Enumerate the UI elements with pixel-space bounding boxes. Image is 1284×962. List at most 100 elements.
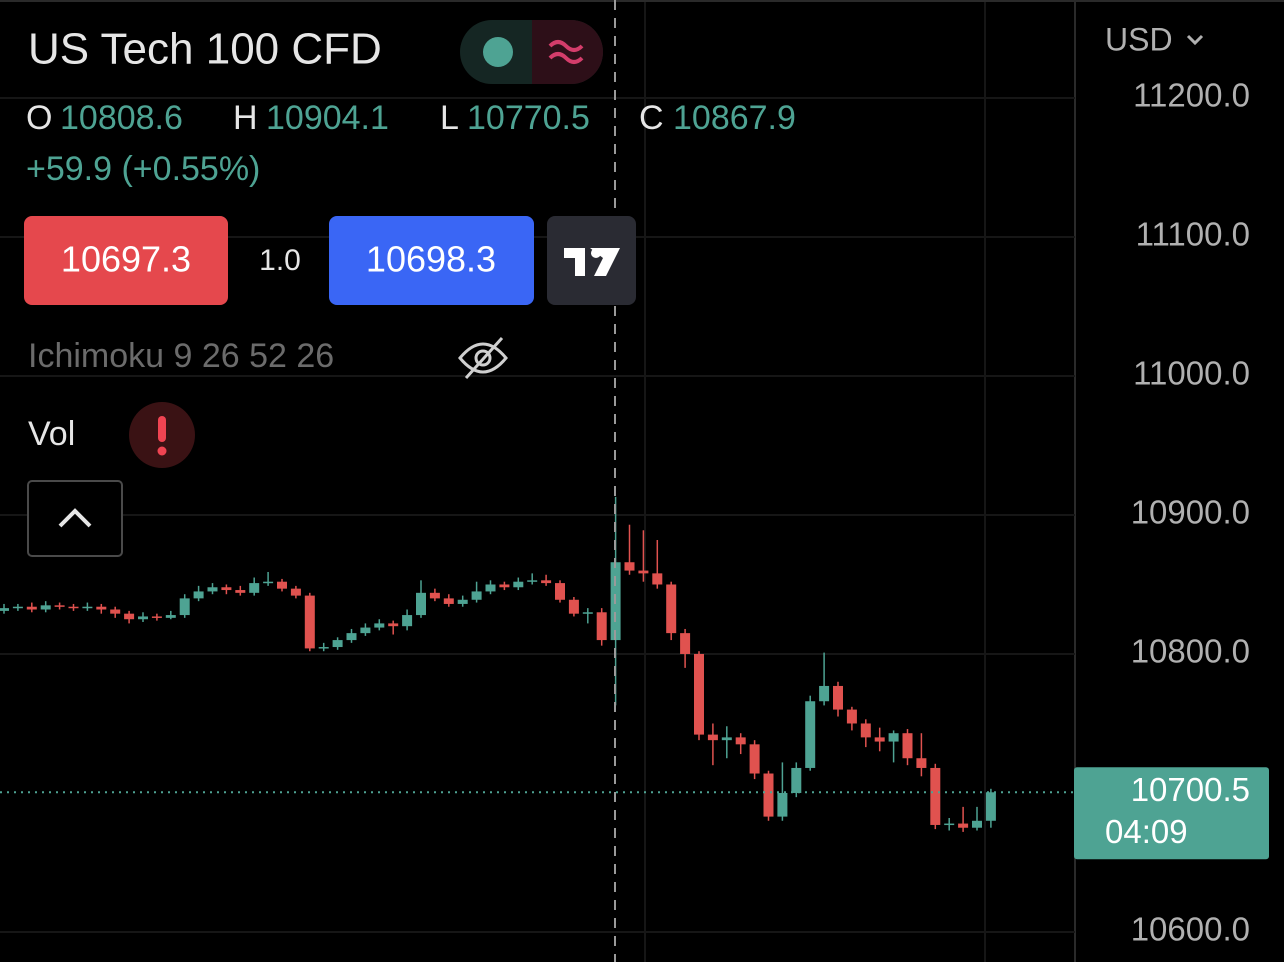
status-pill[interactable] <box>460 20 603 84</box>
candle-body <box>318 647 329 649</box>
candle-body <box>82 606 93 609</box>
candle-body <box>443 598 454 604</box>
y-tick-label: 10800.0 <box>1131 633 1250 670</box>
candle-body <box>12 606 23 609</box>
candle-body <box>360 627 371 634</box>
change: +59.9 (+0.55%) <box>26 150 260 188</box>
candle-body <box>416 592 426 616</box>
candle-body <box>652 573 663 585</box>
candle-body <box>193 591 204 599</box>
candle-body <box>235 590 246 593</box>
candle-body <box>582 612 593 614</box>
ohlc-label: O <box>26 99 52 137</box>
logo-bg <box>547 216 636 305</box>
buy-price: 10698.3 <box>366 239 496 280</box>
candle-body <box>457 599 468 604</box>
candle-body <box>972 820 982 828</box>
y-tick-label: 10900.0 <box>1131 494 1250 531</box>
candle-body <box>833 685 843 710</box>
candle-body <box>638 570 649 574</box>
candle-body <box>304 595 315 649</box>
candle-body <box>555 583 565 600</box>
ohlc-value: 10904.1 <box>266 99 389 137</box>
hide-toggle[interactable] <box>458 336 508 380</box>
volume-warning[interactable] <box>129 402 195 468</box>
candle-body <box>568 599 579 614</box>
ohlc-value: 10770.5 <box>467 99 590 137</box>
candle-body <box>874 737 885 742</box>
sell-button[interactable]: 10697.3 <box>24 216 228 305</box>
candle-body <box>902 733 913 759</box>
y-tick-label: 11200.0 <box>1133 77 1250 114</box>
candle-body <box>694 653 704 735</box>
candle-body <box>263 581 274 584</box>
candle-body <box>749 744 760 774</box>
candle-body <box>277 581 287 589</box>
candle-body <box>249 583 260 593</box>
candle-body <box>763 773 774 817</box>
candle-body <box>151 616 162 618</box>
pill-right <box>532 20 603 84</box>
currency-selector[interactable]: USD <box>1105 21 1204 57</box>
candle-body <box>110 609 121 614</box>
candle-body <box>96 606 107 610</box>
candle-body <box>860 723 871 738</box>
collapse-bg <box>27 480 123 557</box>
candle-body <box>388 623 399 627</box>
candle-body <box>541 580 552 584</box>
spread: 1.0 <box>259 244 301 277</box>
candle-body <box>332 640 343 648</box>
collapse-button[interactable] <box>27 480 123 557</box>
candle-body <box>513 581 524 588</box>
logo-dot <box>591 248 601 258</box>
logo <box>564 248 620 276</box>
symbol-title: US Tech 100 CFD <box>28 25 382 74</box>
currency-caret <box>1186 34 1204 46</box>
candle-body <box>499 584 510 588</box>
buy-button[interactable]: 10698.3 <box>329 216 534 305</box>
candle-body <box>819 685 830 702</box>
candle-body <box>958 823 969 828</box>
countdown: 04:09 <box>1105 813 1188 850</box>
pupil <box>474 349 492 367</box>
candle-body <box>346 633 357 641</box>
currency: USD <box>1105 21 1173 57</box>
y-tick-label: 11100.0 <box>1136 216 1250 253</box>
indicator-volume: Vol <box>28 415 75 453</box>
ohlc-label: H <box>233 99 258 137</box>
candle-body <box>624 562 635 571</box>
price-axis: 10600.0 10800.0 10900.0 11000.0 11100.0 11200… <box>1074 77 1269 948</box>
candle-body <box>791 767 802 793</box>
warning-bar <box>158 416 166 442</box>
slash <box>464 336 504 380</box>
delay-icon <box>548 40 584 64</box>
candle-body <box>290 588 301 596</box>
y-tick-label: 11000.0 <box>1133 355 1250 392</box>
ohlc-label: C <box>639 99 664 137</box>
ohlc-value: 10867.9 <box>673 99 796 137</box>
candle-body <box>707 734 718 741</box>
tv-logo-button[interactable] <box>547 216 636 305</box>
candle-body <box>207 587 218 592</box>
candle-body <box>26 606 37 610</box>
candle-body <box>429 592 440 599</box>
ohlc-value: 10808.6 <box>60 99 183 137</box>
candle-body <box>846 709 857 724</box>
last-price-box <box>1074 767 1269 860</box>
candle-body <box>666 584 677 634</box>
candle-body <box>944 823 955 826</box>
candle-body <box>805 701 816 768</box>
candle-body <box>527 580 538 582</box>
candle-body <box>68 606 79 609</box>
candle-body <box>40 605 51 610</box>
last-price-label: 10700.5 <box>1131 771 1250 808</box>
candle-body <box>471 591 482 600</box>
candle-body <box>221 587 232 591</box>
chevron <box>58 508 92 528</box>
candle-body <box>179 598 190 616</box>
candle-body <box>124 613 135 620</box>
candle-body <box>165 615 176 618</box>
